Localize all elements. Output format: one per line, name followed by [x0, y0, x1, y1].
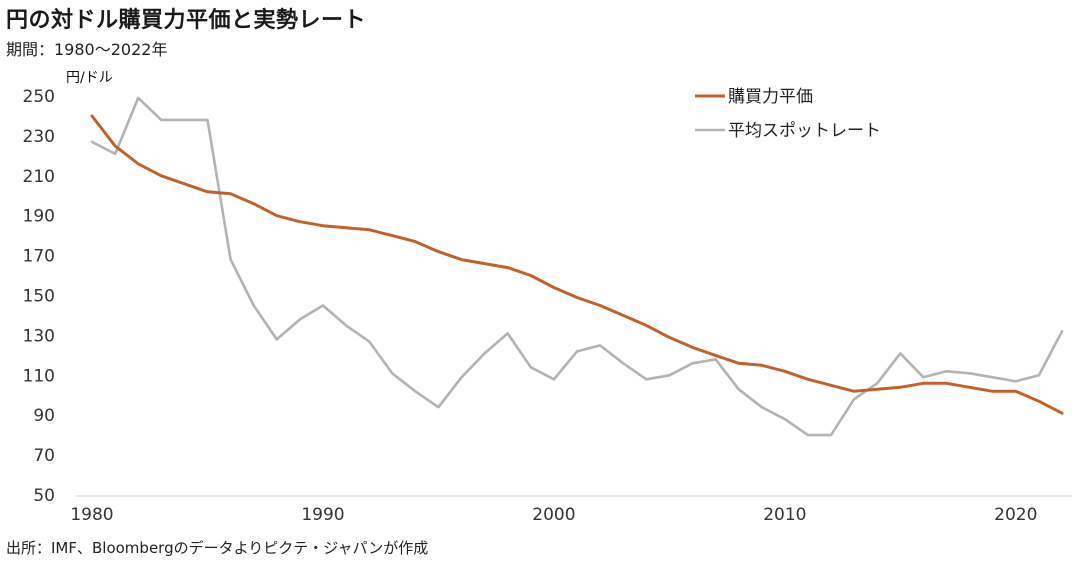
x-tick-label: 2000 [532, 505, 575, 525]
legend-label: 平均スポットレート [728, 121, 881, 141]
y-axis-ticks: 250 230 210 190 170 150 130 110 90 70 50 [23, 87, 55, 506]
y-tick-label: 250 [23, 87, 55, 107]
x-tick-label: 1980 [70, 505, 113, 525]
series-line-spot-rate [90, 96, 1064, 437]
y-tick-label: 50 [33, 486, 55, 506]
series-line-ppp [90, 114, 1064, 415]
x-tick-label: 2020 [994, 505, 1037, 525]
chart-subtitle: 期間：1980～2022年 [6, 40, 168, 59]
y-tick-label: 150 [23, 287, 55, 307]
chart-title: 円の対ドル購買力平価と実勢レート [6, 8, 367, 33]
y-tick-label: 170 [23, 247, 55, 267]
y-tick-label: 130 [23, 326, 55, 346]
x-tick-label: 2010 [763, 505, 806, 525]
y-axis-unit-label: 円/ドル [66, 70, 113, 86]
y-tick-label: 70 [33, 446, 55, 466]
y-tick-label: 230 [23, 127, 55, 147]
y-tick-label: 190 [23, 207, 55, 227]
source-note: 出所：IMF、Bloombergのデータよりピクテ・ジャパンが作成 [6, 539, 429, 557]
y-tick-label: 90 [33, 406, 55, 426]
legend-label: 購買力平価 [728, 87, 813, 107]
x-axis-ticks: 1980 1990 2000 2010 2020 [70, 505, 1037, 525]
series-lines [90, 96, 1064, 437]
y-tick-label: 110 [23, 366, 55, 386]
y-tick-label: 210 [23, 167, 55, 187]
x-tick-label: 1990 [301, 505, 344, 525]
